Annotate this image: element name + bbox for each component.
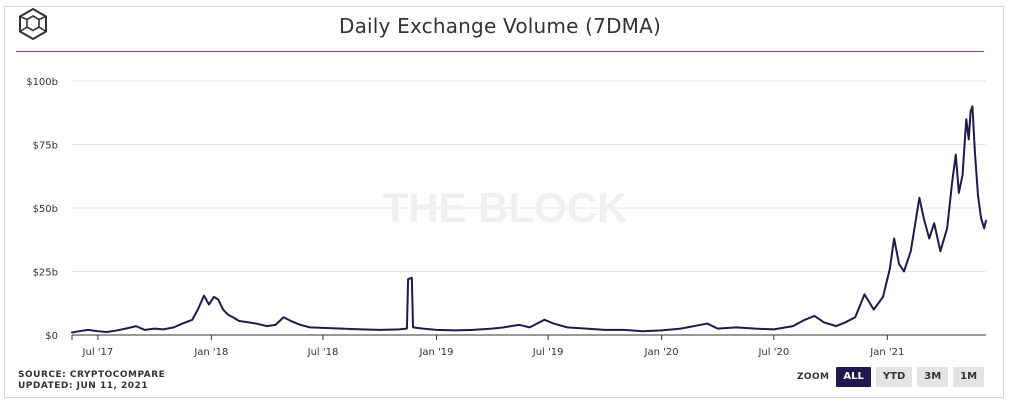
zoom-label: ZOOM (797, 372, 830, 382)
x-tick-label: Jul '19 (532, 347, 564, 358)
line-chart[interactable]: THE BLOCK $0 $25b $50b $75b $100b Jul '17 Jan… (0, 0, 1011, 360)
title-divider (16, 51, 984, 52)
x-tick-label: Jan '19 (418, 347, 453, 358)
x-tick-label: Jan '18 (193, 347, 228, 358)
watermark-text: THE BLOCK (383, 184, 628, 231)
zoom-3m-button[interactable]: 3M (917, 367, 949, 387)
chart-header: Daily Exchange Volume (7DMA) (0, 0, 1000, 52)
zoom-ytd-button[interactable]: YTD (875, 367, 913, 387)
zoom-all-button[interactable]: ALL (836, 367, 871, 387)
chart-title: Daily Exchange Volume (7DMA) (338, 14, 662, 38)
y-axis: $0 $25b $50b $75b $100b (26, 77, 58, 342)
chart-card (4, 6, 1004, 398)
series-line-exchange-volume[interactable] (71, 105, 987, 334)
x-tick-label: Jan '20 (644, 347, 679, 358)
zoom-controls: ZOOM ALL YTD 3M 1M (797, 366, 985, 388)
updated-text: UPDATED: JUN 11, 2021 (18, 381, 149, 391)
x-tick-label: Jul '17 (82, 347, 114, 358)
y-tick-label: $0 (45, 331, 58, 342)
y-tick-label: $50b (33, 204, 58, 215)
x-tick-label: Jan '21 (869, 347, 904, 358)
x-tick-label: Jul '20 (757, 347, 789, 358)
zoom-1m-button[interactable]: 1M (953, 367, 985, 387)
y-tick-label: $100b (26, 77, 58, 88)
y-tick-label: $75b (33, 141, 58, 152)
grid-lines (72, 80, 986, 336)
chart-footer: SOURCE: CRYPTOCOMPARE UPDATED: JUN 11, 2… (18, 370, 165, 392)
y-tick-label: $25b (33, 268, 58, 279)
the-block-logo-icon (19, 7, 47, 41)
source-text: SOURCE: CRYPTOCOMPARE (18, 370, 166, 380)
x-axis: Jul '17 Jan '18 Jul '18 Jan '19 Jul '19 Jan '… (71, 335, 904, 358)
x-tick-label: Jul '18 (307, 347, 339, 358)
series-layer (71, 105, 987, 334)
